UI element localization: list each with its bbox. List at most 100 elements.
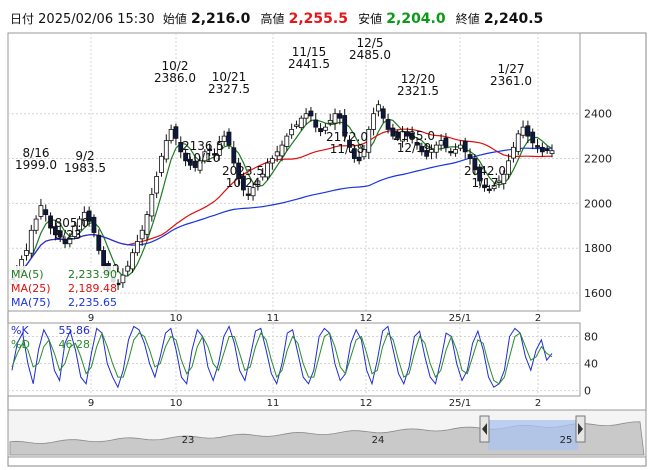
navigator-year-label: 25 bbox=[560, 435, 573, 446]
price-axis: 1600 1800 2000 2200 2400 bbox=[584, 108, 612, 300]
navigator-left-handle[interactable] bbox=[479, 415, 490, 443]
candle-body bbox=[144, 214, 150, 235]
candle-body bbox=[168, 129, 174, 142]
price-header: 日付 2025/02/06 15:30 始値 2,216.0 高値 2,255.… bbox=[10, 8, 549, 30]
candle-body bbox=[298, 117, 304, 129]
annotation-date: 10/24 bbox=[226, 176, 261, 190]
annotation-date: 1/17 bbox=[472, 176, 499, 190]
candle-body bbox=[308, 110, 314, 117]
chevron-right-icon bbox=[578, 423, 583, 435]
annotation-value: 1999.0 bbox=[15, 158, 57, 172]
legend-name: MA(5) bbox=[11, 268, 44, 281]
annotation-value: 1805.0 bbox=[47, 216, 89, 230]
legend-name: %D bbox=[11, 338, 30, 351]
candle-body bbox=[134, 241, 140, 254]
chevron-left-icon bbox=[482, 423, 487, 435]
annotation-value: 2042.0 bbox=[464, 164, 506, 178]
candle-body bbox=[274, 151, 280, 157]
candle-body bbox=[96, 234, 102, 251]
candle-body bbox=[530, 131, 536, 144]
candle-body bbox=[183, 152, 188, 162]
candle-body bbox=[332, 113, 338, 124]
candle-body bbox=[289, 129, 295, 136]
navigator-right-handle[interactable] bbox=[575, 415, 586, 443]
candle-body bbox=[511, 146, 516, 159]
month-tick-label: 11 bbox=[267, 313, 280, 324]
low-value: 2,204.0 bbox=[386, 11, 446, 27]
candle-body bbox=[515, 133, 521, 152]
legend-value: 2,189.48 bbox=[68, 282, 117, 295]
candle-body bbox=[173, 126, 179, 139]
candle-body bbox=[414, 142, 420, 146]
price-tick-label: 1800 bbox=[584, 242, 612, 255]
candle-body bbox=[496, 180, 502, 183]
candle-body bbox=[433, 144, 439, 153]
candle-body bbox=[448, 150, 454, 154]
annotation-date: 11/28 bbox=[330, 142, 365, 156]
candle-body bbox=[159, 155, 164, 173]
candle-body bbox=[327, 120, 333, 124]
candle-body bbox=[457, 144, 463, 149]
open-label: 始値 bbox=[162, 12, 187, 26]
candle-body bbox=[120, 274, 126, 284]
price-annotations: 8/161999.09/21983.51805.08/231.010/22386… bbox=[15, 36, 532, 276]
legend-value: 2,235.65 bbox=[68, 296, 117, 309]
candle-body bbox=[72, 225, 78, 237]
candle-body bbox=[486, 188, 492, 191]
candle-body bbox=[187, 159, 193, 166]
legend-name: %K bbox=[11, 324, 29, 337]
month-tick-label: 9 bbox=[88, 398, 94, 409]
candle-body bbox=[438, 140, 444, 146]
candle-body bbox=[178, 142, 184, 153]
annotation-date: 12/20 bbox=[401, 72, 436, 86]
annotation-value: 2321.5 bbox=[397, 84, 439, 98]
annotation-value: 2327.5 bbox=[208, 82, 250, 96]
candle-body bbox=[525, 125, 531, 137]
annotation-value: 2136.5 bbox=[182, 139, 224, 153]
candle-body bbox=[212, 153, 217, 156]
candle-body bbox=[216, 142, 222, 156]
candle-body bbox=[241, 175, 246, 191]
month-tick-label: 2 bbox=[535, 313, 541, 324]
candle-body bbox=[48, 215, 53, 229]
open-value: 2,216.0 bbox=[190, 11, 251, 27]
candle-body bbox=[395, 131, 401, 139]
annotation-value: 1983.5 bbox=[64, 161, 106, 175]
candle-body bbox=[125, 265, 131, 272]
month-tick-label: 2 bbox=[535, 398, 541, 409]
month-tick-label: 10 bbox=[170, 398, 183, 409]
annotation-date: 10/21 bbox=[212, 70, 247, 84]
candle-body bbox=[139, 229, 145, 240]
d-line bbox=[11, 331, 553, 385]
candle-body bbox=[501, 173, 507, 185]
candle-body bbox=[318, 128, 323, 133]
candle-body bbox=[33, 218, 39, 231]
candle-body bbox=[539, 146, 545, 153]
price-tick-label: 2000 bbox=[584, 197, 612, 210]
candle-body bbox=[549, 150, 555, 155]
month-tick-label: 12 bbox=[360, 398, 373, 409]
ma-legend: MA(5) 2,233.90 MA(25) 2,189.48 MA(75) 2,235.6… bbox=[9, 266, 117, 310]
close-label: 終値 bbox=[455, 12, 480, 26]
candle-body bbox=[67, 238, 73, 245]
candle-body bbox=[62, 239, 68, 245]
candle-body bbox=[322, 126, 328, 131]
annotation-value: 2185.0 bbox=[393, 129, 435, 143]
candle-body bbox=[520, 126, 526, 136]
stochastic-tick-label: 0 bbox=[584, 385, 591, 398]
date-value: 2025/02/06 15:30 bbox=[38, 12, 155, 27]
candle-body bbox=[250, 187, 256, 197]
candle-body bbox=[52, 226, 58, 236]
candle-body bbox=[38, 205, 44, 217]
price-month-axis: 9 10 11 12 25/1 2 bbox=[88, 313, 541, 324]
candle-body bbox=[453, 149, 458, 154]
candle-body bbox=[477, 166, 483, 182]
navigator-selection[interactable] bbox=[488, 420, 578, 450]
legend-name: MA(25) bbox=[11, 282, 51, 295]
candle-body bbox=[28, 229, 34, 254]
stochastic-tick-label: 40 bbox=[584, 358, 598, 371]
candle-body bbox=[91, 216, 97, 233]
legend-name: MA(75) bbox=[11, 296, 51, 309]
annotation-date: 10/10 bbox=[186, 151, 221, 165]
annotation-value: 2172.0 bbox=[326, 130, 368, 144]
